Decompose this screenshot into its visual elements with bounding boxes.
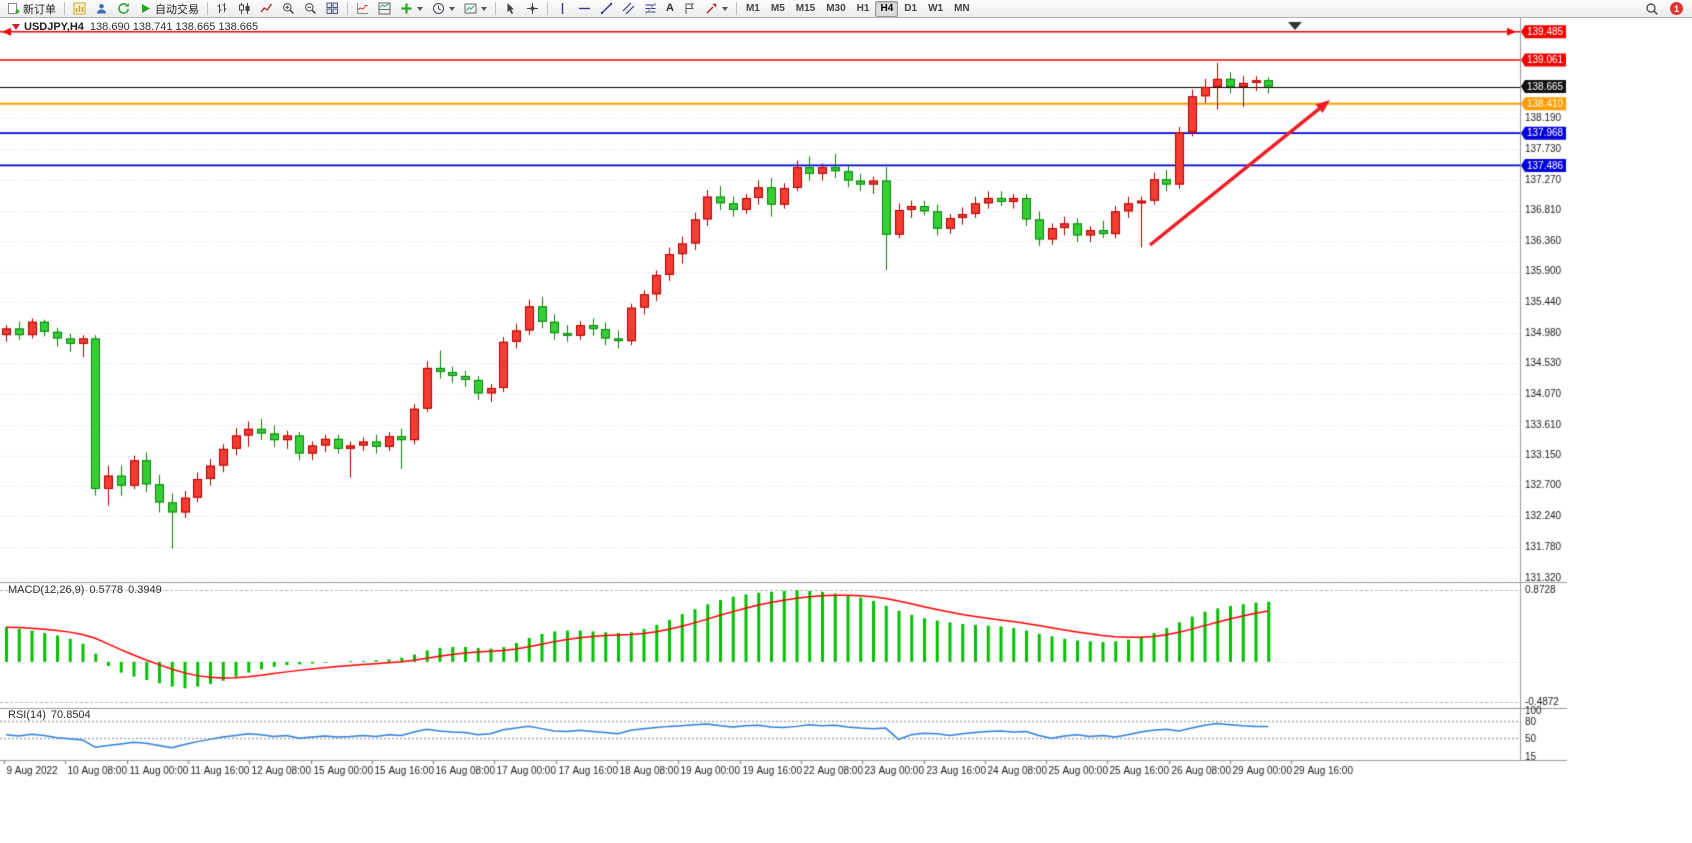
chart-canvas[interactable]	[0, 18, 1692, 843]
timeframe-h1-button[interactable]: H1	[852, 1, 875, 17]
cursor-button[interactable]	[500, 1, 521, 17]
timeframe-h4-button[interactable]: H4	[875, 0, 899, 17]
candlestick-icon	[239, 3, 250, 14]
indicators-button[interactable]	[352, 1, 373, 17]
ohlc-bars-icon	[217, 3, 227, 13]
refresh-button[interactable]	[113, 1, 134, 17]
trendline-icon	[600, 2, 613, 15]
timeframe-m15-button[interactable]: M15	[791, 1, 820, 17]
notification-badge[interactable]: 1	[1670, 2, 1683, 15]
vertical-line-button[interactable]	[552, 1, 573, 17]
separator	[735, 2, 737, 15]
templates-dropdown[interactable]	[460, 1, 491, 17]
candlestick-chart-button[interactable]	[234, 1, 255, 17]
search-icon	[1646, 2, 1658, 15]
profile-icon	[96, 4, 107, 14]
new-chart-button[interactable]	[69, 1, 90, 17]
arrows-dropdown[interactable]	[701, 1, 732, 17]
timeframe-mn-button[interactable]: MN	[949, 1, 975, 17]
text-tool-button[interactable]: A	[662, 1, 678, 17]
zoom-out-button[interactable]	[300, 1, 321, 17]
vertical-line-icon	[561, 3, 564, 14]
add-indicator-icon	[401, 3, 412, 14]
cursor-icon	[507, 3, 514, 14]
horizontal-line-icon	[579, 7, 590, 10]
chevron-down-icon	[417, 6, 423, 11]
separator	[547, 2, 548, 15]
profiles-button[interactable]	[91, 1, 112, 17]
indicator-window-button[interactable]	[374, 1, 395, 17]
clock-icon	[433, 3, 444, 14]
timeframe-d1-button[interactable]: D1	[899, 1, 922, 17]
auto-trading-button[interactable]: 自动交易	[135, 1, 203, 17]
separator	[207, 2, 208, 15]
separator	[495, 2, 496, 15]
channel-icon	[622, 2, 635, 15]
timeframe-m5-button[interactable]: M5	[766, 1, 790, 17]
crosshair-button[interactable]	[522, 1, 543, 17]
line-chart-icon	[260, 3, 273, 13]
chevron-down-icon	[481, 6, 487, 11]
new-order-icon	[8, 3, 20, 14]
channel-button[interactable]	[618, 1, 639, 17]
timeframe-m1-button[interactable]: M1	[741, 1, 765, 17]
tile-windows-icon	[326, 2, 338, 14]
chevron-down-icon	[721, 6, 728, 11]
separator	[64, 2, 65, 15]
auto-trading-label: 自动交易	[155, 3, 199, 16]
period-dropdown[interactable]	[428, 1, 459, 17]
arrow-tool-icon	[706, 3, 717, 14]
fibonacci-button[interactable]	[640, 1, 661, 17]
zoom-in-icon	[283, 3, 294, 14]
indicators-icon	[357, 3, 368, 14]
indicator-window-icon	[378, 2, 391, 15]
add-indicator-dropdown[interactable]	[396, 1, 427, 17]
trendline-button[interactable]	[596, 1, 617, 17]
horizontal-line-button[interactable]	[574, 1, 595, 17]
toolbar-right-group: 1	[1641, 1, 1689, 17]
timeframe-m30-button[interactable]: M30	[821, 1, 850, 17]
text-tool-icon: A	[666, 2, 674, 14]
chevron-down-icon	[449, 6, 455, 11]
template-chart-icon	[464, 3, 477, 14]
ohlc-bars-button[interactable]	[212, 1, 233, 17]
crosshair-icon	[527, 3, 538, 14]
separator	[347, 2, 348, 15]
toolbar: 新订单 自动交易	[0, 0, 1692, 18]
search-button[interactable]	[1641, 1, 1663, 17]
new-chart-icon	[73, 2, 86, 15]
zoom-out-icon	[305, 3, 316, 14]
auto-trading-icon	[142, 4, 150, 13]
timeframe-w1-button[interactable]: W1	[923, 1, 948, 17]
label-flag-icon	[685, 3, 695, 14]
line-chart-button[interactable]	[256, 1, 277, 17]
new-order-button[interactable]: 新订单	[3, 1, 60, 17]
label-tool-button[interactable]	[679, 1, 700, 17]
new-order-label: 新订单	[23, 3, 56, 16]
refresh-icon	[118, 3, 129, 14]
fibonacci-icon	[645, 2, 656, 15]
tile-windows-button[interactable]	[322, 1, 343, 17]
zoom-in-button[interactable]	[278, 1, 299, 17]
